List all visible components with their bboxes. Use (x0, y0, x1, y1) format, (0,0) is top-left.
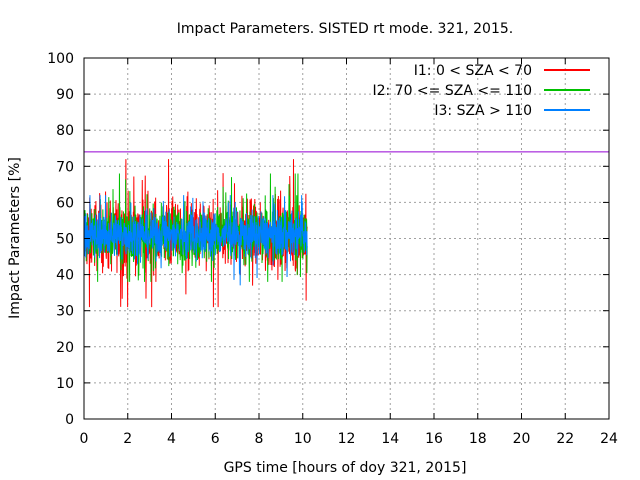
x-tick-label: 14 (381, 431, 399, 447)
axis-ticks (83, 57, 610, 420)
x-axis-label: GPS time [hours of doy 321, 2015] (224, 460, 467, 476)
chart-title: Impact Parameters. SISTED rt mode. 321, … (177, 21, 513, 37)
x-tick-labels: 0 2 4 6 8 10 12 14 16 18 20 22 24 (80, 431, 618, 447)
y-axis-label: Impact Parameters [%] (7, 157, 23, 319)
series-line-3 (83, 195, 308, 286)
legend: I1: 0 < SZA < 70 I2: 70 <= SZA <= 110 I3: … (372, 63, 590, 119)
x-tick-label: 24 (600, 431, 618, 447)
x-tick-label: 12 (338, 431, 356, 447)
legend-label: I2: 70 <= SZA <= 110 (372, 83, 532, 99)
x-tick-label: 8 (255, 431, 264, 447)
legend-label: I1: 0 < SZA < 70 (414, 63, 532, 79)
x-tick-label: 10 (294, 431, 312, 447)
x-tick-label: 6 (211, 431, 220, 447)
series-group (83, 159, 308, 308)
y-tick-label: 20 (56, 340, 74, 356)
y-tick-labels: 0 10 20 30 40 50 60 70 80 90 100 (47, 51, 74, 428)
legend-label: I3: SZA > 110 (434, 103, 532, 119)
y-tick-label: 50 (56, 232, 74, 248)
y-tick-label: 70 (56, 159, 74, 175)
x-tick-label: 4 (167, 431, 176, 447)
y-tick-label: 100 (47, 51, 74, 67)
y-tick-label: 10 (56, 376, 74, 392)
x-tick-label: 0 (80, 431, 89, 447)
x-tick-label: 16 (425, 431, 443, 447)
y-tick-label: 0 (65, 412, 74, 428)
x-tick-label: 20 (513, 431, 531, 447)
y-tick-label: 90 (56, 87, 74, 103)
x-tick-label: 18 (469, 431, 487, 447)
y-tick-label: 80 (56, 123, 74, 139)
y-tick-label: 30 (56, 304, 74, 320)
y-tick-label: 60 (56, 195, 74, 211)
y-tick-label: 40 (56, 268, 74, 284)
x-tick-label: 2 (123, 431, 132, 447)
x-tick-label: 22 (556, 431, 574, 447)
